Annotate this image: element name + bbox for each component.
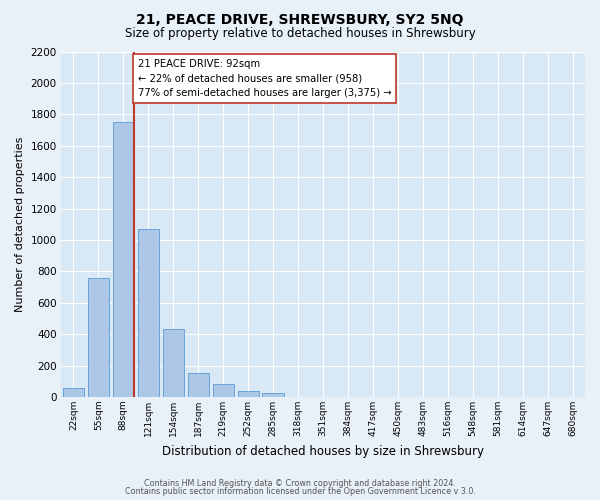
Text: 21, PEACE DRIVE, SHREWSBURY, SY2 5NQ: 21, PEACE DRIVE, SHREWSBURY, SY2 5NQ [136, 12, 464, 26]
Bar [138, 229, 159, 397]
X-axis label: Distribution of detached houses by size in Shrewsbury: Distribution of detached houses by size … [162, 444, 484, 458]
Bar [88, 278, 109, 397]
Bar [238, 390, 259, 397]
Y-axis label: Number of detached properties: Number of detached properties [15, 136, 25, 312]
Bar [188, 372, 209, 397]
Bar [212, 384, 234, 397]
Bar [113, 122, 134, 397]
Bar [63, 388, 84, 397]
Text: 21 PEACE DRIVE: 92sqm
← 22% of detached houses are smaller (958)
77% of semi-det: 21 PEACE DRIVE: 92sqm ← 22% of detached … [138, 58, 391, 98]
Text: Contains public sector information licensed under the Open Government Licence v : Contains public sector information licen… [125, 487, 475, 496]
Bar [262, 393, 284, 397]
Text: Contains HM Land Registry data © Crown copyright and database right 2024.: Contains HM Land Registry data © Crown c… [144, 478, 456, 488]
Bar [163, 330, 184, 397]
Text: Size of property relative to detached houses in Shrewsbury: Size of property relative to detached ho… [125, 28, 475, 40]
